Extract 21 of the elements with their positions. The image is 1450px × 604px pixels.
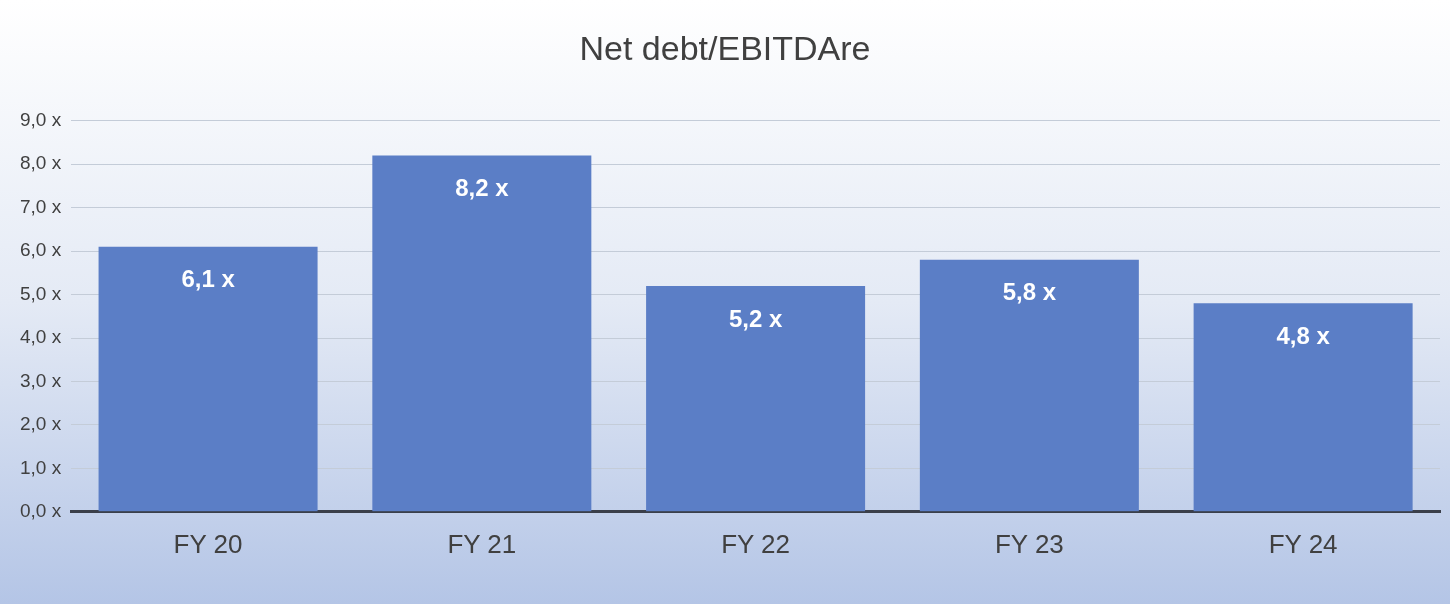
data-label: 6,1 x [181, 265, 236, 293]
x-tick-label: FY 21 [447, 528, 517, 559]
y-tick-label: 2,0 x [19, 413, 62, 435]
y-tick-label: 3,0 x [19, 369, 62, 391]
x-tick-label: FY 22 [721, 528, 791, 559]
data-label: 5,8 x [1002, 278, 1057, 306]
data-label: 5,2 x [728, 304, 783, 332]
x-tick-label: FY 24 [1268, 528, 1338, 559]
data-label: 8,2 x [455, 174, 510, 202]
chart-title: Net debt/EBITDAre [579, 28, 871, 67]
x-tick-label: FY 20 [173, 528, 243, 559]
data-label: 4,8 x [1276, 321, 1331, 349]
y-tick-label: 7,0 x [19, 195, 62, 217]
y-tick-label: 9,0 x [19, 109, 62, 131]
y-tick-label: 1,0 x [19, 456, 62, 478]
y-tick-label: 5,0 x [19, 282, 62, 304]
y-tick-label: 6,0 x [19, 239, 62, 261]
y-tick-label: 4,0 x [19, 326, 62, 348]
y-tick-label: 0,0 x [19, 500, 62, 522]
x-tick-label: FY 23 [994, 528, 1064, 559]
y-tick-label: 8,0 x [19, 152, 62, 174]
